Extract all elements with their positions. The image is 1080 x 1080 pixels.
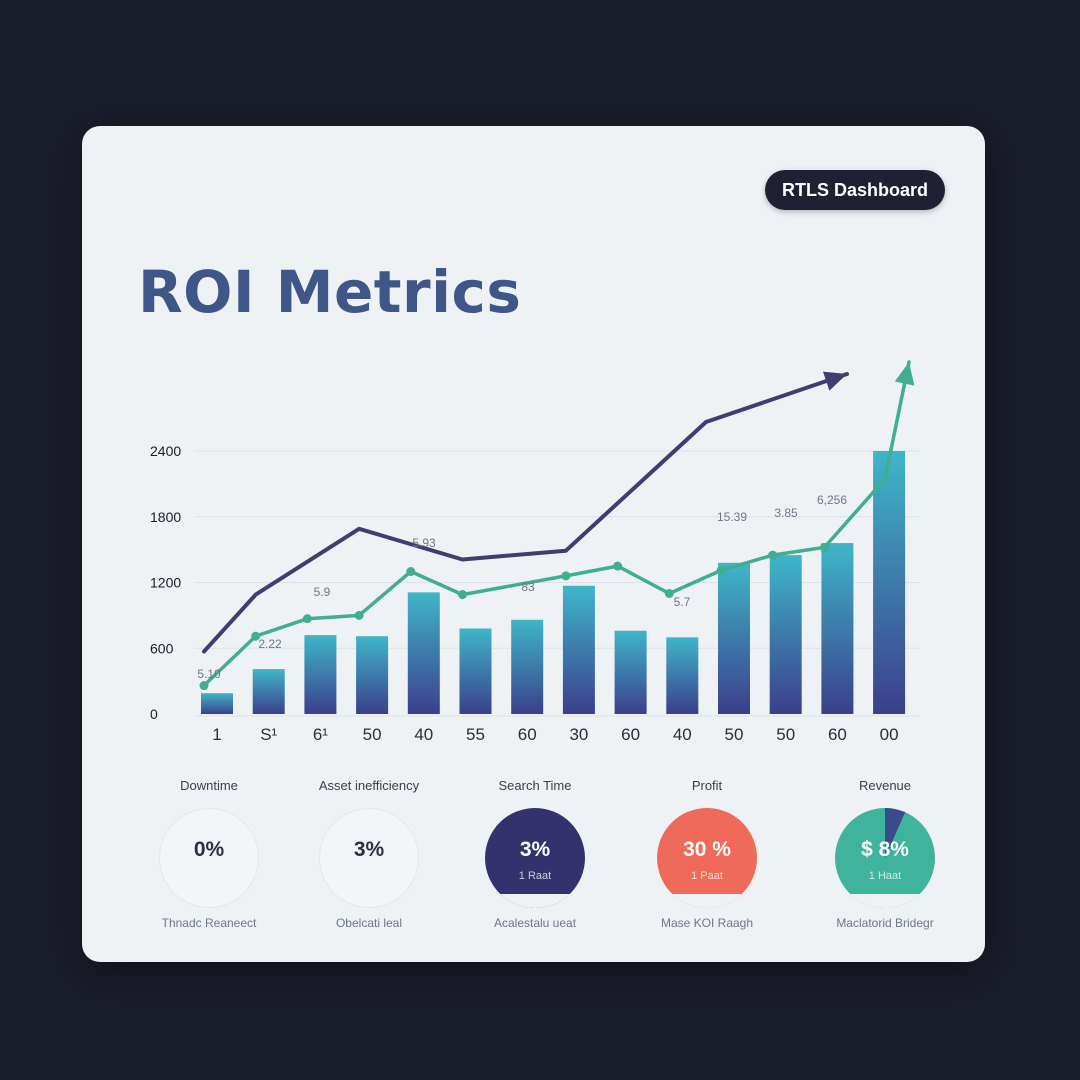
metric-subvalue: 1 Raat [518,870,552,882]
bar [873,451,906,714]
metric-label: Downtime [180,778,238,793]
data-label: 6,256 [817,493,847,507]
gauge-flat-base [835,894,935,908]
line-point [354,610,364,620]
x-tick-label: 00 [880,725,899,744]
metric-asset-inefficiency: Asset inefficiency 3% Obelcati leal [294,776,444,932]
dark-trend-line [202,372,849,654]
bar [407,592,440,714]
line-point [199,681,209,691]
bar [769,555,802,714]
y-tick-label: 600 [150,640,174,656]
line-point [716,565,726,575]
line-point [302,614,312,624]
page-title: ROI Metrics [138,258,522,326]
bar [356,636,389,714]
line-point [613,561,623,571]
metric-value: $ 8% [861,838,909,861]
line-point [458,590,467,600]
bar [562,585,595,714]
bar [201,693,233,714]
x-tick-label: 50 [363,725,382,744]
bar [459,628,492,714]
data-label: 5.9 [314,585,331,599]
line-point [561,571,571,581]
metric-value: 30 % [683,838,731,861]
metric-subvalue: 1 Haat [868,870,902,882]
dark-arrowhead [823,371,847,391]
green-trend-line [202,360,911,688]
metric-subvalue: 1 Paat [691,870,723,882]
gauge-flat-base [485,894,585,908]
line-point [406,567,416,577]
metric-label: Search Time [498,778,572,793]
data-label: 2.22 [258,637,282,651]
bar [614,630,647,714]
metric-value: 3% [519,838,551,861]
data-label: 5.10 [197,667,221,681]
bar [821,543,854,714]
metric-caption: Acalestalu ueat [493,916,577,930]
metric-gauge: 0% [159,808,259,908]
bar [666,637,699,714]
bar [718,562,750,714]
bar [511,619,544,714]
line-point [251,631,261,641]
metric-value: 3% [353,838,385,861]
x-tick-label: 40 [673,725,692,744]
metric-profit: Profit 30 % 1 Paat Mase KOI Raagh [632,776,782,932]
metric-caption: Thnadc Reaneect [161,916,257,930]
metric-gauge: 3% [319,808,419,908]
line-point [768,550,778,560]
line-point [664,588,674,598]
metric-gauge: 30 % 1 Paat [657,808,757,908]
x-tick-label: 50 [776,725,795,744]
metric-value: 0% [193,838,225,861]
x-tick-label: 60 [828,725,847,744]
y-tick-label: 1800 [150,509,181,525]
data-label: 3.85 [774,506,798,520]
x-tick-label: S¹ [260,725,277,744]
line-point [819,542,829,552]
metric-gauge: 3% 1 Raat [485,808,585,908]
metric-label: Profit [691,778,723,793]
green-arrowhead [894,362,915,386]
metric-label: Asset inefficiency [318,778,420,793]
data-label: 5.93 [412,536,436,550]
metric-search-time: Search Time 3% 1 Raat Acalestalu ueat [460,776,610,932]
metric-gauge: $ 8% 1 Haat [835,808,935,908]
metric-revenue: Revenue $ 8% 1 Haat Maclatorid Bridegr [810,776,960,932]
x-tick-label: 60 [518,725,537,744]
gauge-flat-base [657,894,757,908]
x-tick-label: 60 [621,725,640,744]
bar [304,635,337,714]
x-tick-label: 1 [212,725,221,744]
metric-caption: Maclatorid Bridegr [836,916,934,930]
data-label: 15.39 [717,510,747,524]
metric-downtime: Downtime 0% Thnadc Reaneect [134,776,284,932]
data-label: 5.7 [674,595,691,609]
y-tick-label: 0 [150,706,158,722]
x-tick-label: 30 [569,725,588,744]
bar [252,669,285,714]
rtls-dashboard-badge[interactable]: RTLS Dashboard [765,170,945,210]
metric-caption: Obelcati leal [335,916,403,930]
x-tick-label: 6¹ [313,725,328,744]
x-tick-label: 55 [466,725,485,744]
x-tick-label: 40 [414,725,433,744]
data-label: 83 [521,580,535,594]
x-tick-label: 50 [725,725,744,744]
dashboard-card: RTLS Dashboard ROI Metrics 5.10 2.22 5.9 5.… [82,126,985,962]
y-tick-label: 2400 [150,443,181,459]
y-tick-label: 1200 [150,575,181,591]
roi-bar-line-chart: 5.10 2.22 5.9 5.93 83 5.7 15.39 3.85 6,256 2400 1… [150,360,920,744]
metric-label: Revenue [858,778,912,793]
metric-caption: Mase KOI Raagh [660,916,754,930]
